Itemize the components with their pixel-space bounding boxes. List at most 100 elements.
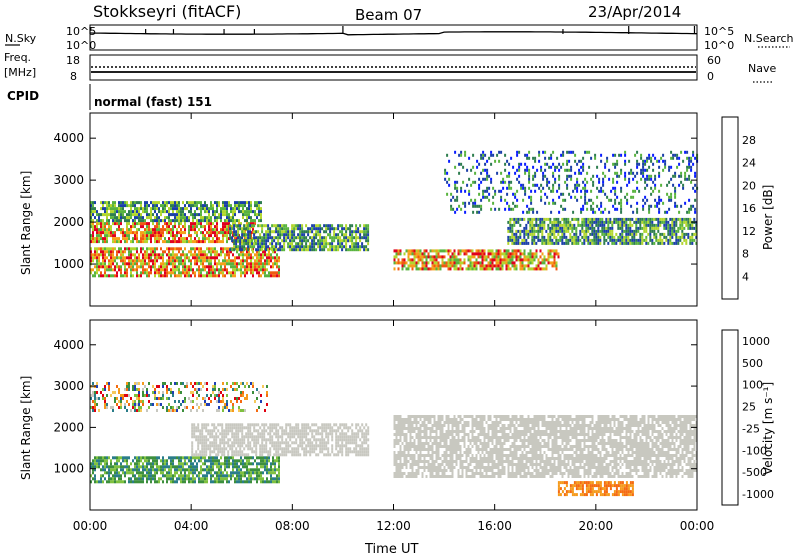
heatmap-cell	[575, 226, 578, 230]
heatmap-cell	[236, 256, 238, 260]
heatmap-cell	[258, 477, 260, 481]
heatmap-cell	[498, 159, 501, 163]
heatmap-cell	[128, 480, 130, 484]
heatmap-cell	[118, 256, 120, 260]
heatmap-cell	[274, 262, 276, 266]
heatmap-cell	[642, 162, 645, 166]
heatmap-cell	[254, 210, 256, 214]
heatmap-cell	[146, 210, 148, 214]
heatmap-cell	[162, 474, 164, 478]
heatmap-cell	[485, 255, 488, 259]
heatmap-cell	[231, 432, 234, 436]
heatmap-cell	[156, 471, 158, 475]
heatmap-cell	[126, 234, 128, 238]
heatmap-cell	[122, 468, 124, 472]
heatmap-cell	[367, 236, 370, 240]
heatmap-cell	[331, 242, 334, 246]
heatmap-cell	[168, 216, 170, 220]
heatmap-cell	[231, 447, 234, 451]
heatmap-cell	[694, 183, 697, 187]
heatmap-cell	[331, 239, 334, 243]
heatmap-cell	[481, 252, 484, 256]
heatmap-cell	[92, 471, 94, 475]
heatmap-cell	[253, 230, 256, 234]
heatmap-cell	[195, 429, 198, 433]
heatmap-cell	[256, 456, 258, 460]
heatmap-cell	[567, 238, 570, 242]
heatmap-cell	[293, 224, 296, 228]
heatmap-cell	[572, 189, 575, 193]
heatmap-cell	[207, 444, 210, 448]
heatmap-cell	[166, 477, 168, 481]
heatmap-cell	[116, 265, 118, 269]
heatmap-cell	[311, 224, 314, 228]
heatmap-cell	[578, 171, 581, 175]
heatmap-cell	[435, 252, 438, 256]
heatmap-cell	[498, 150, 501, 154]
heatmap-cell	[180, 237, 182, 241]
heatmap-cell	[174, 274, 176, 278]
heatmap-cell	[180, 262, 182, 266]
heatmap-cell	[526, 210, 529, 214]
heatmap-cell	[639, 232, 642, 236]
heatmap-cell	[522, 210, 525, 214]
heatmap-cell	[162, 253, 164, 257]
heatmap-cell	[279, 453, 282, 457]
heatmap-cell	[608, 177, 611, 181]
heatmap-cell	[576, 177, 579, 181]
heatmap-cell	[124, 456, 126, 460]
heatmap-cell	[222, 262, 224, 266]
heatmap-cell	[199, 435, 202, 439]
heatmap-cell	[190, 274, 192, 278]
heatmap-cell	[94, 225, 96, 229]
heatmap-cell	[198, 474, 200, 478]
heatmap-cell	[263, 242, 266, 246]
heatmap-cell	[562, 150, 565, 154]
heatmap-cell	[211, 450, 214, 454]
heatmap-cell	[231, 248, 234, 252]
heatmap-cell	[595, 232, 598, 236]
heatmap-cell	[258, 204, 260, 208]
heatmap-cell	[421, 267, 424, 271]
heatmap-cell	[180, 210, 182, 214]
heatmap-cell	[269, 447, 272, 451]
heatmap-cell	[267, 227, 270, 231]
heatmap-cell	[484, 153, 487, 157]
heatmap-cell	[158, 256, 160, 260]
heatmap-cell	[186, 474, 188, 478]
heatmap-cell	[533, 255, 536, 259]
heatmap-cell	[118, 216, 120, 220]
heatmap-cell	[612, 180, 615, 184]
heatmap-cell	[325, 239, 328, 243]
heatmap-cell	[140, 274, 142, 278]
heatmap-cell	[542, 150, 545, 154]
heatmap-cell	[112, 234, 114, 238]
heatmap-cell	[228, 228, 230, 232]
heatmap-cell	[672, 183, 675, 187]
heatmap-cell	[210, 268, 212, 272]
heatmap-cell	[541, 220, 544, 224]
heatmap-cell	[595, 223, 598, 227]
heatmap-cell	[276, 271, 278, 275]
heatmap-cell	[150, 240, 152, 244]
heatmap-cell	[120, 480, 122, 484]
heatmap-cell	[525, 226, 528, 230]
heatmap-cell	[130, 477, 132, 481]
heatmap-cell	[665, 220, 668, 224]
heatmap-cell	[102, 480, 104, 484]
heatmap-cell	[616, 162, 619, 166]
heatmap-cell	[102, 256, 104, 260]
heatmap-cell	[136, 471, 138, 475]
heatmap-cell	[351, 239, 354, 243]
heatmap-cell	[629, 226, 632, 230]
heatmap-cell	[486, 189, 489, 193]
heatmap-cell	[571, 217, 574, 221]
heatmap-cell	[207, 438, 210, 442]
heatmap-cell	[631, 235, 634, 239]
heatmap-cell	[478, 186, 481, 190]
heatmap-cell	[521, 258, 524, 262]
heatmap-cell	[245, 435, 248, 439]
heatmap-cell	[222, 201, 224, 205]
heatmap-cell	[194, 201, 196, 205]
heatmap-cell	[511, 255, 514, 259]
